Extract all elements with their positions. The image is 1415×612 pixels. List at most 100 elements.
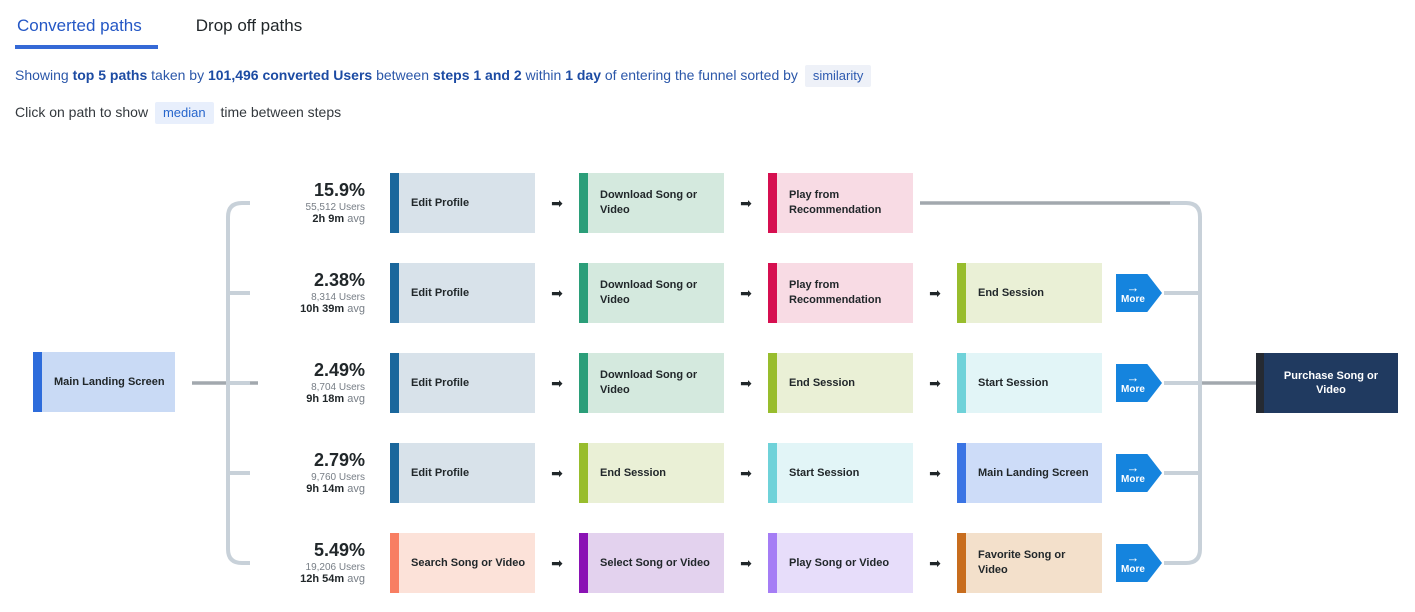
step-label: Edit Profile [411, 286, 470, 299]
path-step-download-song-or-video[interactable]: Download Song or Video [579, 263, 724, 323]
arrow-right-icon: ➡ [740, 464, 752, 481]
path-avg-time: 10h 39m avg [300, 303, 365, 316]
path-steps: Edit Profile ➡ Download Song or Video ➡ Play… [390, 173, 913, 233]
arrow-right-icon: ➡ [929, 554, 941, 571]
path-percent: 15.9% [313, 180, 365, 201]
arrow-right-icon: ➡ [551, 554, 563, 571]
path-percent: 5.49% [313, 540, 365, 561]
path-row: 15.9% 55,512 Users 2h 9m avg Edit Profil… [245, 173, 913, 233]
summary-user-count: 101,496 converted Users [207, 67, 373, 83]
arrow-right-icon: ➡ [740, 194, 752, 211]
path-step-end-session[interactable]: End Session [579, 443, 724, 503]
arrow-right-icon: ➡ [929, 284, 941, 301]
step-label: Download Song or Video [600, 369, 698, 396]
end-node-purchase-song-or-video[interactable]: Purchase Song or Video [1256, 353, 1398, 413]
path-stats: 15.9% 55,512 Users 2h 9m avg [245, 180, 365, 226]
more-arrow-icon: → [1126, 550, 1140, 565]
path-percent: 2.38% [313, 270, 365, 291]
more-button[interactable]: → More [1116, 454, 1162, 492]
step-label: Edit Profile [411, 196, 470, 209]
step-label: Play from Recommendation [789, 189, 882, 216]
step-label: Download Song or Video [600, 279, 698, 306]
path-percent: 2.79% [313, 450, 365, 471]
time-metric-selector[interactable]: median [154, 102, 214, 124]
path-users: 9,760 Users [311, 471, 365, 483]
more-button-label: More [1121, 294, 1145, 305]
path-step-play-song-or-video[interactable]: Play Song or Video [768, 533, 913, 593]
hint-sentence: Click on path to show median time betwee… [15, 102, 1415, 124]
step-label: Select Song or Video [600, 556, 710, 569]
step-label: Main Landing Screen [978, 466, 1089, 479]
step-label: Favorite Song or Video [978, 549, 1066, 576]
path-steps: Edit Profile ➡ End Session ➡ Start Session ➡ M… [390, 443, 1162, 503]
path-row: 2.38% 8,314 Users 10h 39m avg Edit Profi… [245, 263, 1162, 323]
path-stats: 5.49% 19,206 Users 12h 54m avg [245, 540, 365, 586]
path-users: 8,704 Users [311, 381, 365, 393]
path-step-edit-profile[interactable]: Edit Profile [390, 353, 535, 413]
summary-window: 1 day [565, 67, 601, 83]
tab-converted-paths[interactable]: Converted paths [15, 14, 158, 49]
arrow-right-icon: ➡ [551, 374, 563, 391]
sort-by-selector[interactable]: similarity [804, 65, 872, 87]
path-step-edit-profile[interactable]: Edit Profile [390, 173, 535, 233]
path-steps: Edit Profile ➡ Download Song or Video ➡ End … [390, 353, 1162, 413]
path-step-end-session[interactable]: End Session [768, 353, 913, 413]
step-label: Start Session [978, 376, 1049, 389]
path-step-start-session[interactable]: Start Session [957, 353, 1102, 413]
path-users: 19,206 Users [305, 561, 365, 573]
path-percent: 2.49% [313, 360, 365, 381]
tab-drop-off-paths[interactable]: Drop off paths [195, 16, 303, 35]
path-users: 8,314 Users [311, 291, 365, 303]
path-row: 2.79% 9,760 Users 9h 14m avg Edit Profil… [245, 443, 1162, 503]
arrow-right-icon: ➡ [740, 554, 752, 571]
more-arrow-icon: → [1126, 280, 1140, 295]
path-step-download-song-or-video[interactable]: Download Song or Video [579, 173, 724, 233]
path-step-play-from-recommendation[interactable]: Play from Recommendation [768, 263, 913, 323]
arrow-right-icon: ➡ [929, 374, 941, 391]
step-label: End Session [600, 466, 667, 479]
path-step-play-from-recommendation[interactable]: Play from Recommendation [768, 173, 913, 233]
path-step-select-song-or-video[interactable]: Select Song or Video [579, 533, 724, 593]
arrow-right-icon: ➡ [551, 284, 563, 301]
more-button-label: More [1121, 564, 1145, 575]
path-step-download-song-or-video[interactable]: Download Song or Video [579, 353, 724, 413]
path-step-start-session[interactable]: Start Session [768, 443, 913, 503]
path-avg-time: 9h 18m avg [306, 393, 365, 406]
step-label: Start Session [789, 466, 860, 479]
step-label: Play Song or Video [789, 556, 890, 569]
more-button[interactable]: → More [1116, 274, 1162, 312]
path-step-main-landing-screen[interactable]: Main Landing Screen [957, 443, 1102, 503]
path-step-favorite-song-or-video[interactable]: Favorite Song or Video [957, 533, 1102, 593]
step-label: Search Song or Video [411, 556, 526, 569]
start-node-main-landing-screen[interactable]: Main Landing Screen [33, 352, 175, 412]
path-avg-time: 12h 54m avg [300, 573, 365, 586]
more-button[interactable]: → More [1116, 364, 1162, 402]
more-arrow-icon: → [1126, 370, 1140, 385]
path-stats: 2.79% 9,760 Users 9h 14m avg [245, 450, 365, 496]
path-step-edit-profile[interactable]: Edit Profile [390, 443, 535, 503]
more-arrow-icon: → [1126, 460, 1140, 475]
path-step-edit-profile[interactable]: Edit Profile [390, 263, 535, 323]
path-stats: 2.38% 8,314 Users 10h 39m avg [245, 270, 365, 316]
more-button[interactable]: → More [1116, 544, 1162, 582]
path-step-search-song-or-video[interactable]: Search Song or Video [390, 533, 535, 593]
path-step-end-session[interactable]: End Session [957, 263, 1102, 323]
path-row: 5.49% 19,206 Users 12h 54m avg Search So… [245, 533, 1162, 593]
step-label: Edit Profile [411, 466, 470, 479]
path-users: 55,512 Users [305, 201, 365, 213]
end-node-label: Purchase Song or Video [1283, 369, 1379, 396]
path-avg-time: 2h 9m avg [312, 213, 365, 226]
arrow-right-icon: ➡ [551, 464, 563, 481]
path-steps: Edit Profile ➡ Download Song or Video ➡ Play… [390, 263, 1162, 323]
start-node-label: Main Landing Screen [54, 375, 165, 388]
tab-bar: Converted paths Drop off paths [0, 0, 1415, 49]
step-label: Edit Profile [411, 376, 470, 389]
arrow-right-icon: ➡ [740, 374, 752, 391]
more-button-label: More [1121, 474, 1145, 485]
path-row: 2.49% 8,704 Users 9h 18m avg Edit Profil… [245, 353, 1162, 413]
summary-sentence: Showing top 5 paths taken by 101,496 con… [15, 65, 1415, 87]
summary-top-paths: top 5 paths [72, 67, 148, 83]
path-steps: Search Song or Video ➡ Select Song or Vide… [390, 533, 1162, 593]
arrow-right-icon: ➡ [551, 194, 563, 211]
path-avg-time: 9h 14m avg [306, 483, 365, 496]
